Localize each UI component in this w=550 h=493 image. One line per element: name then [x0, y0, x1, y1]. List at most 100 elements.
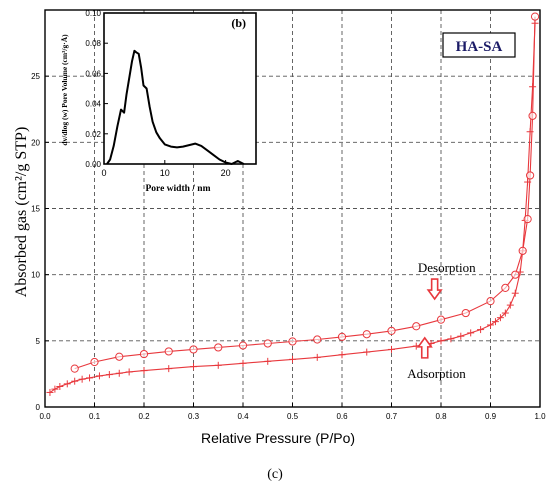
y-tick-label: 10 [31, 271, 40, 280]
desorption-point [362, 330, 371, 339]
x-axis-label: Relative Pressure (P/Po) [201, 430, 355, 446]
adsorption-point [496, 314, 504, 322]
y-tick-label: 25 [31, 72, 40, 81]
inset-chart: 0 10 20 0.00 0.02 0.04 0.06 0.08 0.10 (b) Pore w… [60, 9, 257, 194]
adsorption-point [86, 374, 94, 382]
inset-series [106, 49, 245, 165]
adsorption-point [467, 329, 475, 337]
main-annotations: Desorption Adsorption [407, 260, 476, 381]
adsorption-point [388, 345, 395, 353]
inset-x-tick-label: 0 [101, 168, 106, 178]
adsorption-point [289, 355, 296, 363]
adsorption-point [501, 309, 509, 317]
desorption-point [501, 283, 510, 292]
desorption-point [412, 322, 421, 331]
adsorption-point [313, 353, 321, 361]
adsorption-point [95, 372, 103, 380]
desorption-point [214, 343, 223, 352]
inset-panel-label: (b) [231, 16, 246, 30]
adsorption-point [115, 369, 123, 377]
adsorption-point [239, 359, 247, 367]
desorption-arrow-icon [426, 278, 443, 301]
y-axis-label: Absorbed gas (cm²/g STP) [13, 127, 30, 298]
x-tick-label: 0.0 [39, 412, 51, 421]
y-tick-label: 20 [31, 138, 40, 147]
adsorption-point [71, 377, 79, 385]
x-tick-label: 0.8 [435, 412, 447, 421]
x-tick-label: 0.9 [485, 412, 497, 421]
desorption-point [486, 297, 495, 306]
desorption-point [164, 347, 173, 356]
adsorption-point [506, 301, 514, 309]
adsorption-point [165, 365, 173, 373]
adsorption-point [437, 337, 445, 345]
desorption-point [238, 341, 248, 350]
adsorption-label: Adsorption [407, 366, 466, 381]
desorption-point [139, 349, 149, 359]
adsorption-point [529, 83, 537, 91]
adsorption-point [46, 388, 54, 396]
inset-background [103, 12, 257, 165]
desorption-label: Desorption [418, 260, 476, 275]
x-tick-label: 0.7 [386, 412, 398, 421]
desorption-point [387, 326, 396, 336]
sample-badge-text: HA-SA [456, 39, 503, 55]
inset-x-tick-label: 20 [221, 168, 231, 178]
adsorption-point [125, 368, 133, 376]
desorption-point [461, 308, 470, 318]
desorption-point [313, 335, 322, 344]
adsorption-point [140, 367, 148, 375]
adsorption-point [363, 348, 371, 356]
main-series [46, 12, 540, 396]
desorption-point [518, 246, 527, 255]
inset-ticks: 0 10 20 0.00 0.02 0.04 0.06 0.08 0.10 [85, 9, 230, 178]
inset-y-tick-label: 0.06 [85, 69, 101, 78]
inset-y-axis-label: dv/dlog (w) Pore Volume (cm³/g·Å) [60, 34, 69, 146]
adsorption-point [511, 289, 519, 297]
adsorption-point [105, 371, 113, 379]
desorption-point [526, 171, 535, 180]
adsorption-point [63, 380, 71, 388]
adsorption-point [447, 335, 455, 343]
y-tick-label: 15 [31, 205, 40, 214]
desorption-point [90, 357, 99, 367]
desorption-point [511, 270, 520, 279]
inset-y-tick-label: 0.02 [85, 130, 101, 139]
adsorption-point [56, 382, 64, 390]
adsorption-point [491, 318, 499, 326]
adsorption-point [190, 363, 197, 371]
desorption-point [288, 337, 297, 346]
adsorption-point [487, 321, 494, 329]
inset-x-axis-label: Pore width / nm [145, 184, 210, 194]
pore-size-distribution-line [106, 49, 245, 165]
x-tick-label: 0.4 [237, 412, 249, 421]
desorption-point [70, 364, 79, 373]
adsorption-point [51, 385, 59, 393]
inset-y-tick-label: 0.00 [85, 160, 101, 169]
desorption-point [189, 345, 198, 354]
y-tick-label: 0 [36, 403, 41, 412]
adsorption-point [457, 332, 465, 340]
main-ticks: 0.0 0.1 0.2 0.3 0.4 0.5 0.6 0.7 0.8 0.9 1.0 0 5 10 15 2… [31, 72, 546, 421]
desorption-point [528, 111, 537, 120]
sample-badge: HA-SA [442, 32, 516, 58]
desorption-point [263, 339, 272, 348]
x-tick-label: 0.3 [188, 412, 200, 421]
x-tick-label: 0.5 [287, 412, 299, 421]
x-tick-label: 0.2 [138, 412, 150, 421]
inset-x-tick-label: 10 [160, 168, 170, 178]
desorption-point [436, 315, 446, 324]
desorption-point [115, 352, 124, 361]
adsorption-point [264, 357, 272, 365]
inset-y-tick-label: 0.08 [85, 39, 101, 48]
desorption-point [523, 214, 532, 224]
desorption-point [337, 332, 347, 341]
adsorption-arrow-icon [416, 336, 433, 359]
x-tick-label: 1.0 [534, 412, 546, 421]
desorption-point [530, 12, 540, 21]
figure-label: (c) [267, 467, 283, 482]
adsorption-point [214, 361, 222, 369]
x-tick-label: 0.6 [336, 412, 348, 421]
